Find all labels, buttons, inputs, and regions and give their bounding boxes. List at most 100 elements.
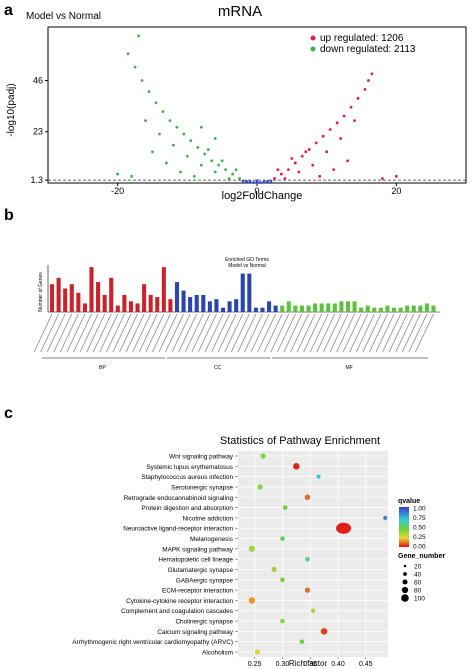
go-bar bbox=[201, 294, 206, 312]
go-bar bbox=[161, 267, 166, 312]
volcano-legend: up regulated: 1206 down regulated: 2113 bbox=[310, 33, 416, 55]
volcano-point bbox=[279, 172, 283, 176]
volcano-plot: mRNA Model vs Normal -log10(padj) log2Fo… bbox=[6, 3, 467, 202]
volcano-point bbox=[262, 180, 266, 184]
go-term-labels bbox=[33, 313, 434, 353]
volcano-point bbox=[245, 180, 248, 183]
legend-up-label: up regulated: 1206 bbox=[320, 33, 404, 44]
go-term-label bbox=[99, 313, 119, 353]
pathway-point bbox=[336, 522, 352, 534]
volcano-point bbox=[273, 177, 276, 180]
go-bar bbox=[63, 288, 68, 312]
go-term-label bbox=[231, 313, 250, 353]
volcano-point bbox=[363, 88, 367, 91]
go-bar bbox=[82, 303, 87, 312]
pathway-x-tick-label: 0.40 bbox=[331, 661, 345, 668]
volcano-point bbox=[189, 139, 193, 143]
go-bar bbox=[207, 301, 212, 312]
volcano-point bbox=[314, 141, 318, 145]
pathway-point bbox=[280, 618, 285, 624]
volcano-ticks: -20 0 20 1.3 23 46 bbox=[30, 75, 466, 196]
volcano-point bbox=[165, 161, 168, 165]
go-bar bbox=[194, 294, 199, 312]
volcano-point bbox=[248, 180, 252, 184]
volcano-point bbox=[286, 168, 290, 172]
volcano-point bbox=[290, 157, 294, 160]
volcano-point bbox=[196, 145, 200, 149]
volcano-point bbox=[269, 179, 273, 183]
pathway-title: Statistics of Pathway Enrichment bbox=[220, 435, 380, 447]
volcano-x-tick-label: 0 bbox=[254, 186, 259, 196]
pathway-label: Cholinergic synapse bbox=[175, 619, 233, 626]
go-bar bbox=[411, 305, 416, 312]
volcano-point bbox=[158, 132, 161, 136]
pathway-label: Serotonergic synapse bbox=[171, 484, 233, 491]
go-group-label: CC bbox=[214, 365, 222, 371]
go-term-label bbox=[316, 313, 336, 353]
qvalue-ticks: 1.00 0.75 0.50 0.25 0.00 bbox=[413, 506, 426, 551]
volcano-point bbox=[172, 143, 175, 147]
go-term-label bbox=[277, 313, 296, 353]
go-term-label bbox=[263, 313, 283, 353]
go-bar bbox=[260, 307, 265, 312]
volcano-point bbox=[311, 163, 315, 167]
pathway-grid bbox=[238, 451, 388, 657]
pathway-x-label: Rich factor bbox=[289, 659, 328, 668]
volcano-point bbox=[185, 154, 189, 158]
go-bar bbox=[220, 307, 226, 312]
size-legend-dot bbox=[402, 579, 408, 585]
volcano-point bbox=[300, 154, 304, 158]
go-group-labels: BP CC MF bbox=[42, 357, 428, 371]
go-bar bbox=[109, 277, 114, 312]
volcano-point bbox=[199, 125, 203, 129]
pathway-label: Protein digestion and absorption bbox=[141, 505, 233, 512]
pathway-label: Nicotine addiction bbox=[183, 515, 234, 522]
go-bar bbox=[214, 299, 219, 312]
size-legend-dot bbox=[401, 594, 409, 602]
pathway-label: Cytokine-cytokine receptor interaction bbox=[126, 598, 233, 605]
go-bar bbox=[280, 305, 285, 312]
volcano-point bbox=[147, 90, 151, 94]
go-term-label bbox=[152, 313, 171, 353]
pathway-x-ticks: 0.25 0.30 0.35 0.40 0.45 bbox=[248, 657, 373, 668]
size-legend-label: 40 bbox=[414, 572, 422, 579]
go-bar bbox=[188, 297, 193, 312]
size-legend-dot bbox=[403, 572, 407, 576]
go-bar bbox=[398, 307, 403, 312]
pathway-label: Wnt signaling pathway bbox=[169, 454, 234, 461]
go-bar bbox=[352, 301, 357, 312]
volcano-point bbox=[367, 79, 370, 82]
volcano-point bbox=[213, 137, 217, 140]
go-bar-chart: Enriched GO Terms Model vs Normal Number… bbox=[33, 257, 440, 371]
pathway-point bbox=[260, 453, 266, 459]
go-term-label bbox=[388, 313, 408, 353]
go-term-label bbox=[270, 313, 290, 353]
pathway-label: Hematopoietic cell lineage bbox=[158, 557, 233, 564]
volcano-point bbox=[178, 170, 182, 174]
volcano-point bbox=[266, 180, 269, 183]
pathway-x-tick-label: 0.35 bbox=[303, 661, 317, 668]
go-bar bbox=[319, 303, 324, 312]
go-bar bbox=[227, 301, 232, 312]
go-bar bbox=[247, 273, 252, 312]
panel-letter-a: a bbox=[4, 2, 13, 19]
go-title: Enriched GO Terms bbox=[225, 257, 269, 263]
go-term-label bbox=[362, 313, 382, 353]
volcano-point bbox=[175, 125, 179, 129]
pathway-point bbox=[310, 608, 316, 614]
pathway-label: Calcium signaling pathway bbox=[157, 629, 233, 636]
go-y-label: Number of Genes bbox=[38, 272, 44, 312]
go-bar bbox=[174, 282, 180, 312]
go-term-label bbox=[106, 313, 125, 353]
volcano-point bbox=[213, 170, 217, 174]
go-term-label bbox=[92, 313, 112, 353]
volcano-point bbox=[133, 65, 137, 69]
volcano-point bbox=[255, 179, 259, 183]
volcano-point bbox=[349, 105, 353, 109]
go-term-label bbox=[309, 313, 329, 353]
qvalue-color-bar bbox=[399, 507, 409, 547]
go-bar bbox=[155, 297, 160, 312]
volcano-point bbox=[130, 174, 134, 178]
go-term-label bbox=[86, 313, 105, 353]
